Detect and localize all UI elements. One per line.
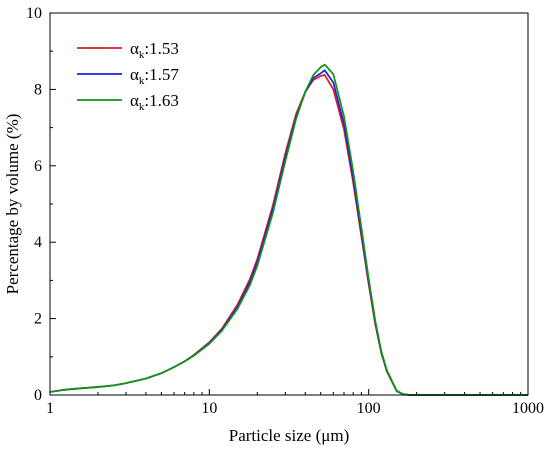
x-tick-label: 1 [46, 400, 54, 417]
tick-labels-layer: 1 10 100 1000 0 2 4 6 8 10 [26, 5, 544, 417]
series-line-2 [49, 69, 528, 396]
ticks-layer [49, 12, 529, 396]
x-tick-label: 100 [357, 400, 381, 417]
y-tick-label: 4 [34, 234, 42, 251]
series-line-1 [49, 74, 528, 396]
legend-label-3: αk:1.63 [130, 91, 179, 113]
series-layer [49, 63, 528, 396]
y-tick-label: 10 [26, 5, 42, 22]
x-tick-label: 1000 [512, 400, 544, 417]
y-tick-label: 2 [34, 311, 42, 328]
legend-label-2: αk:1.57 [130, 65, 179, 87]
legend-label-1: αk:1.53 [130, 39, 179, 61]
y-tick-label: 0 [34, 387, 42, 404]
x-axis-label: Particle size (μm) [229, 426, 350, 445]
legend: αk:1.53 αk:1.57 αk:1.63 [77, 39, 179, 113]
y-tick-label: 8 [34, 81, 42, 98]
y-tick-label: 6 [34, 158, 42, 175]
plot-frame [49, 12, 529, 396]
y-axis-label: Percentage by volume (%) [3, 114, 22, 295]
x-tick-label: 10 [201, 400, 217, 417]
series-line-3 [49, 63, 528, 396]
